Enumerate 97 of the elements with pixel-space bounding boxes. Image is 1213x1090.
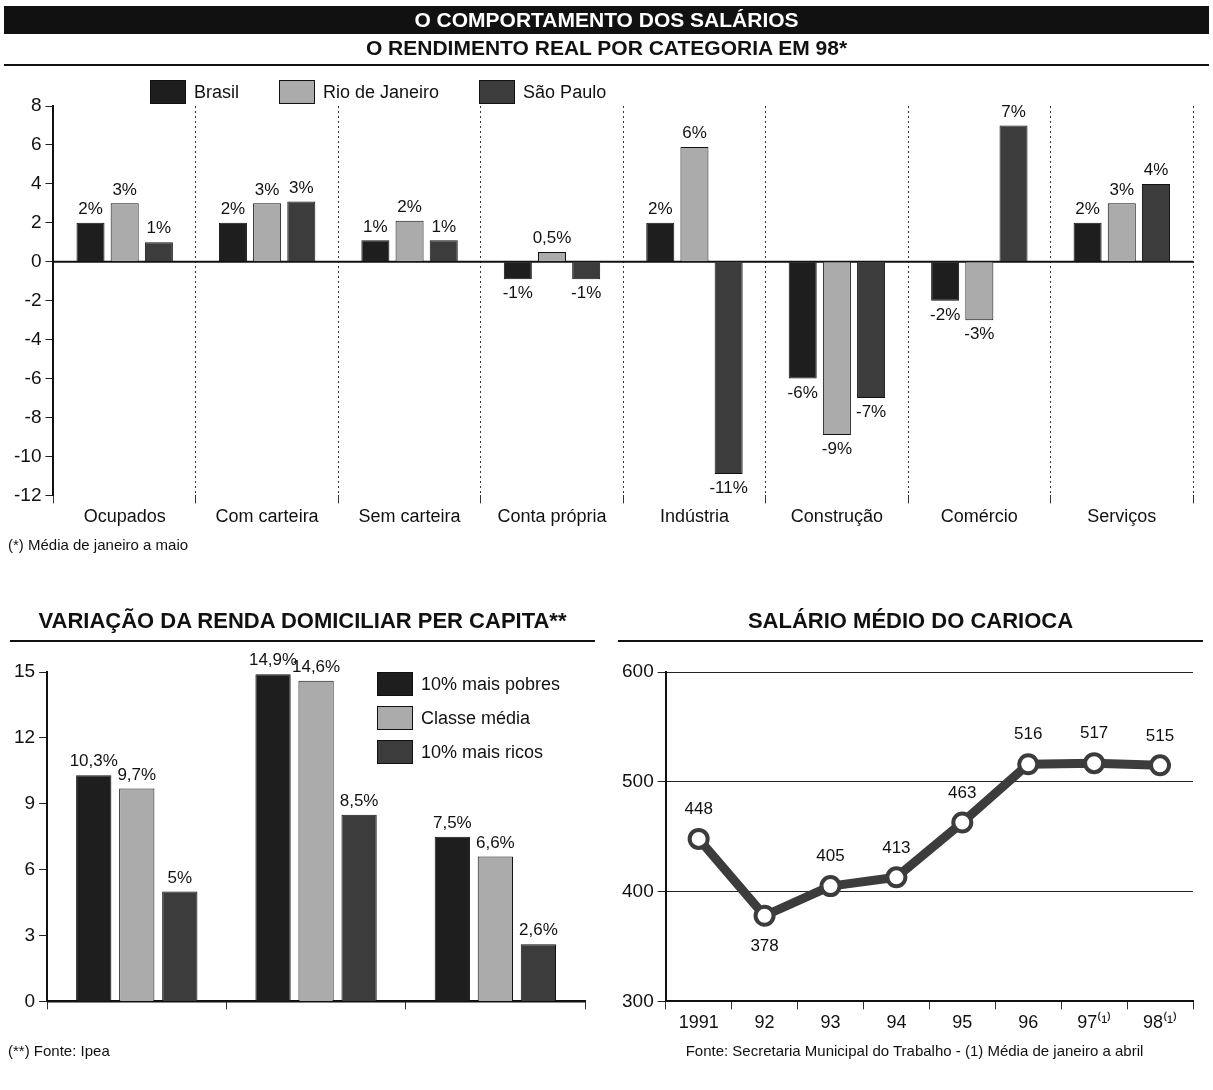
chart-title: SALÁRIO MÉDIO DO CARIOCA [618, 590, 1203, 642]
data-label: 1% [363, 216, 388, 236]
data-label: 10,3% [69, 751, 118, 771]
text: (*) Média de janeiro a maio [8, 536, 190, 553]
data-label: 2% [78, 199, 103, 219]
data-label: 4% [1143, 160, 1169, 180]
x-tick-label: Com carteira [215, 506, 320, 527]
y-tick-label: -4 [24, 327, 42, 349]
y-tick-label: 500 [622, 770, 654, 792]
data-label: 0,5% [532, 228, 572, 248]
y-tick-label: 6 [24, 857, 36, 879]
x-tick-label: 93 [820, 1012, 841, 1033]
x-tick-label: Ocupados [83, 506, 166, 527]
data-label: 7,5% [432, 812, 472, 832]
legend-label: Rio de Janeiro [323, 81, 440, 103]
y-tick-label: -12 [13, 483, 42, 505]
y-tick-label: -6 [24, 366, 42, 388]
x-tick-label: Conta própria [497, 506, 608, 527]
y-tick-label: 600 [622, 660, 654, 682]
x-tick-label: 94 [886, 1012, 907, 1033]
data-label: -6% [787, 382, 818, 402]
y-tick-label: 4 [30, 172, 42, 194]
y-tick-label: 0 [30, 249, 42, 271]
x-tick-label: Comércio [940, 506, 1018, 527]
data-label: 1% [431, 216, 457, 236]
data-label: -1% [502, 283, 533, 303]
data-label: 6% [682, 123, 707, 143]
data-label: 6,6% [475, 832, 515, 852]
y-tick-label: 3 [24, 923, 36, 945]
y-tick-label: 8 [30, 94, 42, 116]
data-label: 2,6% [519, 920, 558, 940]
data-label: 3% [289, 177, 314, 197]
x-tick-label: Sem carteira [358, 506, 462, 527]
point [1083, 752, 1106, 775]
point [687, 827, 710, 850]
data-label: 7% [1001, 101, 1026, 121]
point [885, 866, 908, 889]
legend-label: Classe média [420, 707, 530, 729]
data-label: 2% [397, 197, 422, 217]
x-tick-label: 97⁽¹⁾ [1077, 1011, 1112, 1033]
data-label: 9,7% [117, 764, 157, 784]
data-label: -7% [855, 402, 887, 422]
data-label: -1% [571, 283, 602, 303]
y-tick-label: 400 [622, 879, 654, 901]
data-label: -11% [709, 478, 748, 498]
point [819, 875, 842, 898]
y-tick-label: 0 [24, 989, 36, 1011]
data-label: 2% [1075, 199, 1100, 219]
data-label: 3% [112, 179, 137, 199]
data-label: 3% [254, 179, 280, 199]
y-tick-label: 2 [30, 211, 42, 233]
data-label: 378 [750, 935, 779, 955]
legend-label: São Paulo [523, 81, 607, 103]
data-label: 517 [1079, 723, 1109, 743]
y-tick-label: -8 [24, 405, 42, 427]
chart-subtitle: O RENDIMENTO REAL POR CATEGORIA EM 98* [4, 34, 1209, 66]
chart-title: O COMPORTAMENTO DOS SALÁRIOS [4, 6, 1209, 34]
legend-label: 10% mais pobres [420, 673, 560, 695]
data-label: -9% [821, 439, 853, 459]
x-tick-label: 98⁽¹⁾ [1143, 1011, 1178, 1033]
data-label: -3% [964, 324, 995, 344]
point [951, 811, 974, 834]
chart-title: VARIAÇÃO DA RENDA DOMICILIAR PER CAPITA** [10, 590, 595, 642]
legend-label: 10% mais ricos [420, 741, 543, 763]
data-label: 3% [1109, 179, 1135, 199]
point [753, 904, 776, 927]
y-tick-label: 6 [30, 133, 42, 155]
x-tick-label: 96 [1018, 1012, 1039, 1033]
x-tick-label: 95 [952, 1012, 973, 1033]
data-label: 2% [220, 199, 246, 219]
y-tick-label: 15 [13, 660, 36, 682]
data-label: 516 [1014, 724, 1043, 744]
point [1149, 754, 1172, 777]
y-tick-label: 300 [622, 989, 654, 1011]
point [1017, 753, 1040, 776]
y-tick-label: -2 [24, 288, 42, 310]
y-tick-label: 12 [13, 726, 36, 748]
y-tick-label: -10 [13, 444, 42, 466]
data-label: 1% [146, 218, 172, 238]
data-label: 2% [647, 199, 673, 219]
y-tick-label: 9 [24, 791, 36, 813]
data-label: -2% [930, 304, 961, 324]
data-label: 405 [816, 846, 845, 866]
x-tick-label: Serviços [1087, 506, 1157, 527]
data-label: 413 [882, 837, 911, 857]
legend-label: Brasil [194, 81, 240, 103]
data-label: 463 [948, 782, 977, 802]
source-note: Fonte: Secretaria Municipal do Trabalho - (1) Média de janeiro a abril [684, 1042, 1145, 1059]
data-label: 515 [1145, 725, 1175, 745]
x-tick-label: 92 [754, 1012, 775, 1033]
data-label: 448 [684, 799, 713, 819]
x-tick-label: Construção [790, 506, 883, 527]
text: (**) Fonte: Ipea [8, 1042, 111, 1059]
x-tick-label: Indústria [659, 506, 730, 527]
data-label: 8,5% [339, 790, 379, 810]
data-label: 5% [167, 867, 193, 887]
x-tick-label: 1991 [678, 1012, 719, 1033]
